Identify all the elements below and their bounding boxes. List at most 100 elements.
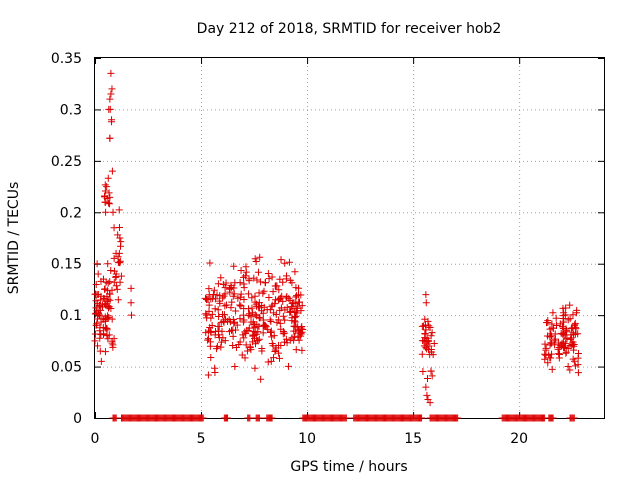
zero-point xyxy=(549,414,557,422)
data-point xyxy=(101,348,109,356)
data-point xyxy=(574,369,582,377)
data-point xyxy=(215,312,223,320)
data-point xyxy=(559,330,567,338)
data-point xyxy=(264,325,272,333)
data-point xyxy=(252,258,260,266)
data-point xyxy=(105,313,113,321)
data-point xyxy=(422,343,430,351)
data-point xyxy=(226,285,234,293)
data-point xyxy=(283,272,291,280)
data-point xyxy=(103,293,111,301)
y-tick-label: 0.3 xyxy=(60,102,82,118)
data-point xyxy=(298,323,306,331)
data-point xyxy=(291,268,299,276)
data-point xyxy=(281,316,289,324)
data-point xyxy=(283,292,291,300)
data-point xyxy=(293,309,301,317)
data-point xyxy=(298,302,306,310)
data-point xyxy=(271,282,279,290)
data-point xyxy=(563,335,571,343)
data-point xyxy=(101,285,109,293)
data-point xyxy=(546,325,554,333)
data-point xyxy=(248,304,256,312)
data-point xyxy=(552,314,560,322)
data-point xyxy=(558,323,566,331)
data-point xyxy=(222,279,230,287)
data-point xyxy=(561,344,569,352)
data-point xyxy=(216,297,224,305)
data-point xyxy=(229,292,237,300)
data-point xyxy=(210,286,218,294)
data-point xyxy=(205,291,213,299)
data-point xyxy=(562,304,570,312)
data-point xyxy=(541,350,549,358)
data-point xyxy=(270,332,278,340)
data-point xyxy=(106,95,114,103)
data-point xyxy=(268,273,276,281)
data-point xyxy=(279,297,287,305)
x-tick-label: 15 xyxy=(404,431,422,447)
data-point xyxy=(92,280,100,288)
data-point xyxy=(237,290,245,298)
data-point xyxy=(204,327,212,335)
data-point xyxy=(547,332,555,340)
data-point xyxy=(225,316,233,324)
data-point xyxy=(559,318,567,326)
data-point xyxy=(281,329,289,337)
data-point xyxy=(424,317,432,325)
data-point xyxy=(222,301,230,309)
data-point xyxy=(214,322,222,330)
data-point xyxy=(105,189,113,197)
data-point xyxy=(548,365,556,373)
data-point xyxy=(241,272,249,280)
data-point xyxy=(108,315,116,323)
y-tick-label: 0.25 xyxy=(51,154,82,170)
data-point xyxy=(220,318,228,326)
data-point xyxy=(563,326,571,334)
data-point xyxy=(275,286,283,294)
data-point xyxy=(268,301,276,309)
data-point xyxy=(112,273,120,281)
zero-point xyxy=(268,414,276,422)
data-point xyxy=(205,301,213,309)
data-point xyxy=(242,268,250,276)
data-point xyxy=(569,340,577,348)
data-point xyxy=(275,342,283,350)
data-point xyxy=(206,259,214,267)
data-point xyxy=(103,325,111,333)
data-point xyxy=(246,344,254,352)
data-point xyxy=(97,357,105,365)
data-point xyxy=(423,391,431,399)
data-point xyxy=(115,206,123,214)
data-point xyxy=(268,339,276,347)
x-tick-label: 5 xyxy=(197,431,206,447)
data-point xyxy=(239,331,247,339)
data-point xyxy=(101,198,109,206)
data-point xyxy=(204,336,212,344)
zero-value-points xyxy=(109,414,578,422)
data-point xyxy=(106,200,114,208)
data-point xyxy=(99,275,107,283)
data-point xyxy=(204,371,212,379)
data-point xyxy=(261,322,269,330)
data-point xyxy=(256,278,264,286)
data-point xyxy=(295,336,303,344)
data-point xyxy=(546,354,554,362)
data-point xyxy=(221,284,229,292)
data-point xyxy=(249,309,257,317)
data-point xyxy=(205,307,213,315)
data-point xyxy=(114,258,122,266)
data-point xyxy=(560,331,568,339)
data-point xyxy=(266,329,274,337)
data-point xyxy=(240,334,248,342)
data-point xyxy=(211,305,219,313)
data-point xyxy=(220,292,228,300)
data-point xyxy=(101,181,109,189)
data-point xyxy=(107,305,115,313)
data-point xyxy=(204,295,212,303)
data-point xyxy=(110,278,118,286)
data-point xyxy=(100,330,108,338)
data-point xyxy=(215,331,223,339)
data-point xyxy=(106,105,114,113)
